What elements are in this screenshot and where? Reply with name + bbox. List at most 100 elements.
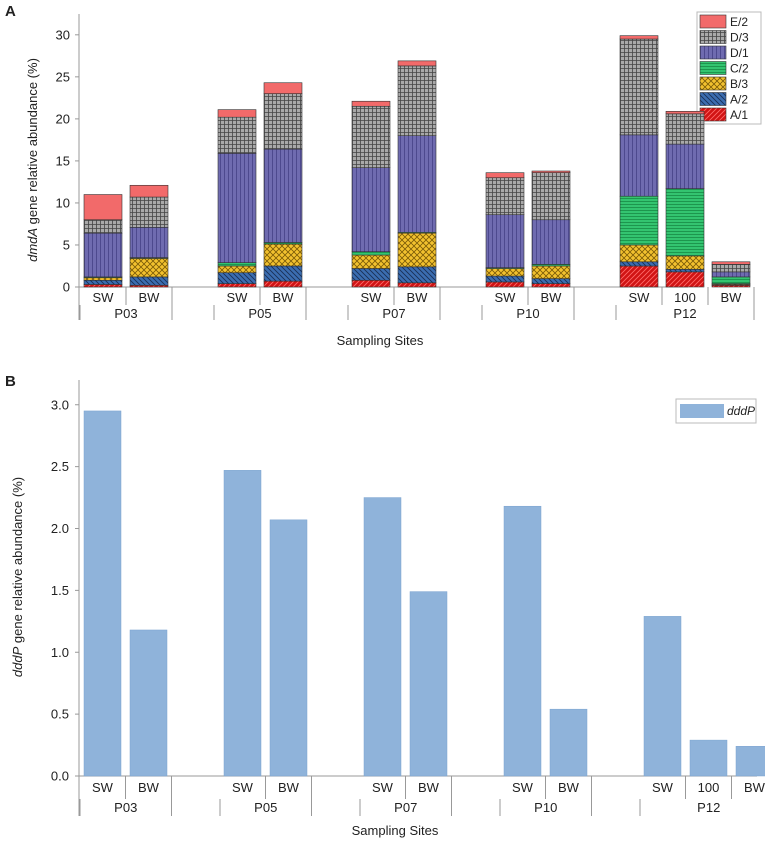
panel-b-bar-p12-sw bbox=[643, 616, 682, 777]
panel-a-segment-b-3 bbox=[531, 265, 571, 279]
panel-a-segment-c-2 bbox=[217, 262, 257, 267]
panel-a-ytick-label: 0 bbox=[63, 280, 70, 295]
panel-a-legend-label: D/1 bbox=[730, 46, 749, 60]
panel-b-site-label: P12 bbox=[697, 800, 720, 815]
panel-a-bar-label: BW bbox=[139, 290, 161, 305]
panel-a-site-label: P07 bbox=[382, 306, 405, 321]
panel-a-site-label: P05 bbox=[248, 306, 271, 321]
panel-a-segment-d-1 bbox=[485, 214, 525, 268]
panel-a-ytick-label: 5 bbox=[63, 237, 70, 252]
panel-a-ylabel: dmdA gene relative abundance (%) bbox=[25, 58, 40, 262]
panel-a-segment-d-1 bbox=[129, 227, 169, 258]
panel-a-site-label: P03 bbox=[114, 306, 137, 321]
panel-a-segment-a-2 bbox=[263, 265, 303, 282]
panel-a-ytick-label: 30 bbox=[56, 27, 70, 42]
panel-b-xlabel: Sampling Sites bbox=[352, 823, 439, 838]
panel-a-bar-label: SW bbox=[93, 290, 115, 305]
panel-a-bar-label: SW bbox=[227, 290, 249, 305]
panel-b-site-label: P03 bbox=[114, 800, 137, 815]
panel-a-ytick-label: 20 bbox=[56, 111, 70, 126]
panel-a-segment-d-3 bbox=[129, 196, 169, 228]
panel-a-ytick-label: 15 bbox=[56, 153, 70, 168]
panel-a-bar-label: BW bbox=[541, 290, 563, 305]
panel-a-segment-d-1 bbox=[531, 219, 571, 265]
panel-a-segment-a-1 bbox=[485, 281, 525, 288]
panel-b-legend-label: dddP bbox=[727, 404, 755, 418]
panel-a-segment-d-3 bbox=[351, 105, 391, 168]
panel-a-bar-p07-sw bbox=[351, 100, 391, 288]
panel-a-bar-label: BW bbox=[273, 290, 295, 305]
panel-a-segment-d-1 bbox=[397, 135, 437, 233]
panel-a-ytick-label: 25 bbox=[56, 69, 70, 84]
panel-b-site-label: P10 bbox=[534, 800, 557, 815]
panel-a-segment-e-2 bbox=[531, 170, 571, 173]
panel-a-segment-b-3 bbox=[83, 277, 123, 281]
panel-a-segment-b-3 bbox=[263, 243, 303, 267]
panel-b-bar-label: SW bbox=[512, 780, 534, 795]
panel-b-ytick-label: 2.0 bbox=[51, 521, 69, 536]
panel-a-segment-e-2 bbox=[711, 261, 751, 265]
panel-a-legend-label: E/2 bbox=[730, 15, 748, 29]
panel-a-segment-b-3 bbox=[397, 232, 437, 268]
panel-b-site-label: P07 bbox=[394, 800, 417, 815]
panel-b-bar-p07-bw bbox=[409, 591, 448, 777]
panel-a-segment-d-3 bbox=[665, 113, 705, 145]
panel-a-segment-a-1 bbox=[619, 265, 659, 288]
panel-b-ytick-label: 2.5 bbox=[51, 459, 69, 474]
panel-a-segment-d-1 bbox=[83, 232, 123, 278]
panel-a-segment-a-1 bbox=[397, 282, 437, 288]
panel-b-bar-label: SW bbox=[652, 780, 674, 795]
panel-b-ytick-label: 3.0 bbox=[51, 397, 69, 412]
panel-b-bar-label: BW bbox=[744, 780, 765, 795]
panel-b-ylabel: dddP gene relative abundance (%) bbox=[10, 477, 25, 677]
panel-a-segment-d-3 bbox=[619, 38, 659, 136]
panel-b-bar-p10-sw bbox=[503, 505, 542, 777]
panel-a-legend-label: C/2 bbox=[730, 62, 749, 76]
panel-a-segment-a-2 bbox=[351, 268, 391, 281]
panel-b-bar-p07-sw bbox=[363, 497, 402, 777]
panel-a-segment-d-3 bbox=[217, 116, 257, 154]
panel-a-bar-p07-bw bbox=[397, 60, 437, 288]
panel-a-bar-label: SW bbox=[495, 290, 517, 305]
panel-a-segment-b-3 bbox=[485, 268, 525, 277]
panel-a-segment-e-2 bbox=[485, 172, 525, 179]
panel-a-letter: A bbox=[5, 3, 16, 20]
panel-a-segment-b-3 bbox=[129, 258, 169, 278]
panel-b-bar-p03-bw bbox=[129, 629, 168, 777]
panel-a-segment-a-1 bbox=[531, 283, 571, 288]
panel-a-bar-label: BW bbox=[407, 290, 429, 305]
panel-a-bar-p05-sw bbox=[217, 109, 257, 288]
panel-a-segment-b-3 bbox=[665, 255, 705, 270]
panel-a-segment-e-2 bbox=[217, 109, 257, 118]
panel-a-segment-a-2 bbox=[129, 276, 169, 286]
panel-a-bar-label: SW bbox=[629, 290, 651, 305]
panel-a-segment-e-2 bbox=[619, 35, 659, 40]
panel-a-segment-c-2 bbox=[619, 195, 659, 246]
panel-b-letter: B bbox=[5, 373, 16, 390]
panel-b-ytick-label: 0.0 bbox=[51, 769, 69, 784]
panel-a-site-label: P12 bbox=[673, 306, 696, 321]
panel-a-segment-d-1 bbox=[263, 148, 303, 243]
panel-a-segment-b-3 bbox=[619, 244, 659, 263]
panel-a-segment-e-2 bbox=[351, 100, 391, 107]
panel-a-bar-p05-bw bbox=[263, 82, 303, 288]
panel-a-legend-swatch-c-2 bbox=[699, 61, 727, 75]
panel-a-segment-e-2 bbox=[263, 82, 303, 94]
panel-a-site-label: P10 bbox=[516, 306, 539, 321]
panel-a-legend-label: A/1 bbox=[730, 108, 748, 122]
panel-a-segment-a-2 bbox=[665, 269, 705, 273]
panel-a-segment-c-2 bbox=[711, 276, 751, 284]
panel-a-segment-a-2 bbox=[485, 275, 525, 283]
panel-a-segment-c-2 bbox=[665, 188, 705, 257]
panel-a-bar-p12-100 bbox=[665, 111, 705, 288]
panel-b-ytick-label: 1.5 bbox=[51, 583, 69, 598]
panel-a-segment-e-2 bbox=[83, 194, 123, 221]
panel-a-legend-swatch-a-2 bbox=[699, 92, 727, 106]
panel-b-bar-p05-sw bbox=[223, 470, 262, 777]
panel-a-legend: E/2 D/3D/1 C/2B/3 A/2A/1 bbox=[696, 11, 762, 125]
panel-a-bar-p03-sw bbox=[83, 194, 123, 288]
panel-a-bar-label: SW bbox=[361, 290, 383, 305]
